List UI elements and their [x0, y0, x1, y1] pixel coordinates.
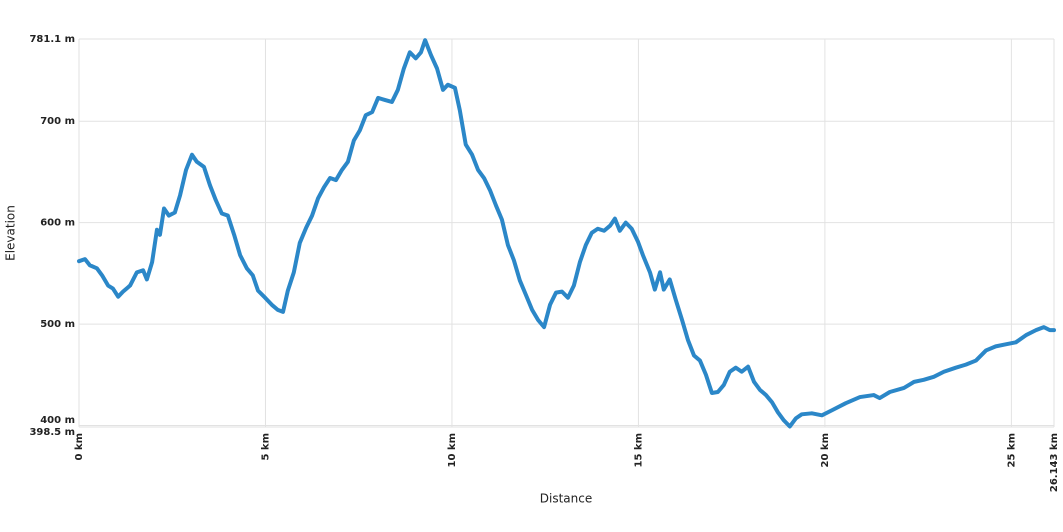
y-tick-label: 781.1 m	[29, 34, 75, 45]
y-tick-label: 600 m	[40, 218, 75, 229]
y-tick-label: 400 m	[40, 415, 75, 426]
x-tick-label: 25 km	[1006, 433, 1017, 467]
x-tick-label: 10 km	[447, 433, 458, 467]
x-tick-label: 5 km	[260, 433, 271, 461]
x-tick-label: 20 km	[820, 433, 831, 467]
x-tick-label: 15 km	[633, 433, 644, 467]
y-tick-label: 700 m	[40, 116, 75, 127]
y-tick-label: 398.5 m	[29, 427, 75, 438]
y-tick-label: 500 m	[40, 319, 75, 330]
y-axis-title: Elevation	[4, 205, 18, 261]
x-tick-label: 26.143 km	[1049, 433, 1060, 492]
elevation-line	[77, 38, 1056, 429]
x-tick-label: 0 km	[74, 433, 85, 461]
x-axis-title: Distance	[540, 492, 592, 506]
